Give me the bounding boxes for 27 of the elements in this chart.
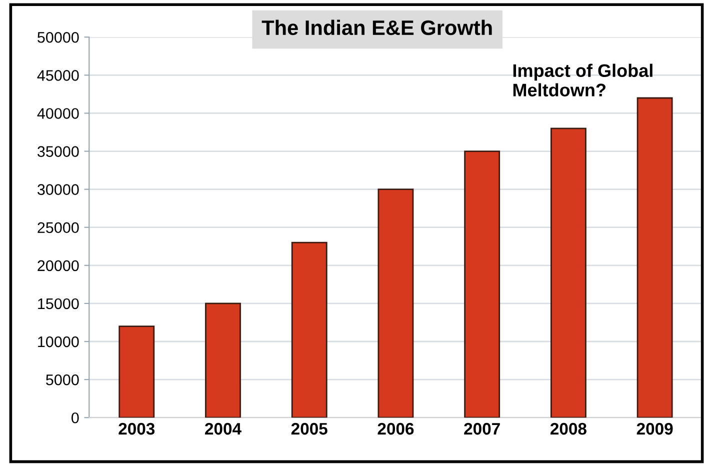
y-tick-label: 10000 — [38, 336, 79, 348]
x-tick-label: 2004 — [205, 422, 242, 435]
bar — [118, 326, 155, 418]
y-tick-label: 15000 — [38, 298, 79, 310]
chart-title: The Indian E&E Growth — [262, 20, 492, 36]
x-tick-label: 2006 — [378, 422, 414, 435]
y-tick-label: 20000 — [38, 260, 79, 272]
y-tick-label: 50000 — [38, 32, 79, 43]
bar — [205, 302, 241, 418]
x-tick-label: 2009 — [636, 422, 673, 435]
y-tick-label: 5000 — [46, 374, 79, 386]
bar — [636, 97, 673, 418]
bar — [378, 188, 414, 418]
bar — [550, 128, 586, 418]
y-tick-label: 25000 — [38, 222, 79, 234]
x-tick-label: 2008 — [550, 422, 586, 435]
x-tick-label: 2007 — [464, 422, 500, 435]
y-tick-label: 30000 — [38, 184, 79, 195]
x-tick-label: 2005 — [291, 422, 328, 435]
y-tick-label: 0 — [72, 412, 79, 424]
bar — [464, 150, 500, 418]
y-tick-label: 35000 — [38, 146, 79, 157]
bar — [291, 242, 328, 418]
annotation: Impact of Global Meltdown? — [513, 64, 652, 96]
x-tick-label: 2003 — [118, 422, 155, 435]
y-tick-label: 40000 — [37, 108, 79, 119]
y-tick-label: 45000 — [37, 70, 79, 81]
